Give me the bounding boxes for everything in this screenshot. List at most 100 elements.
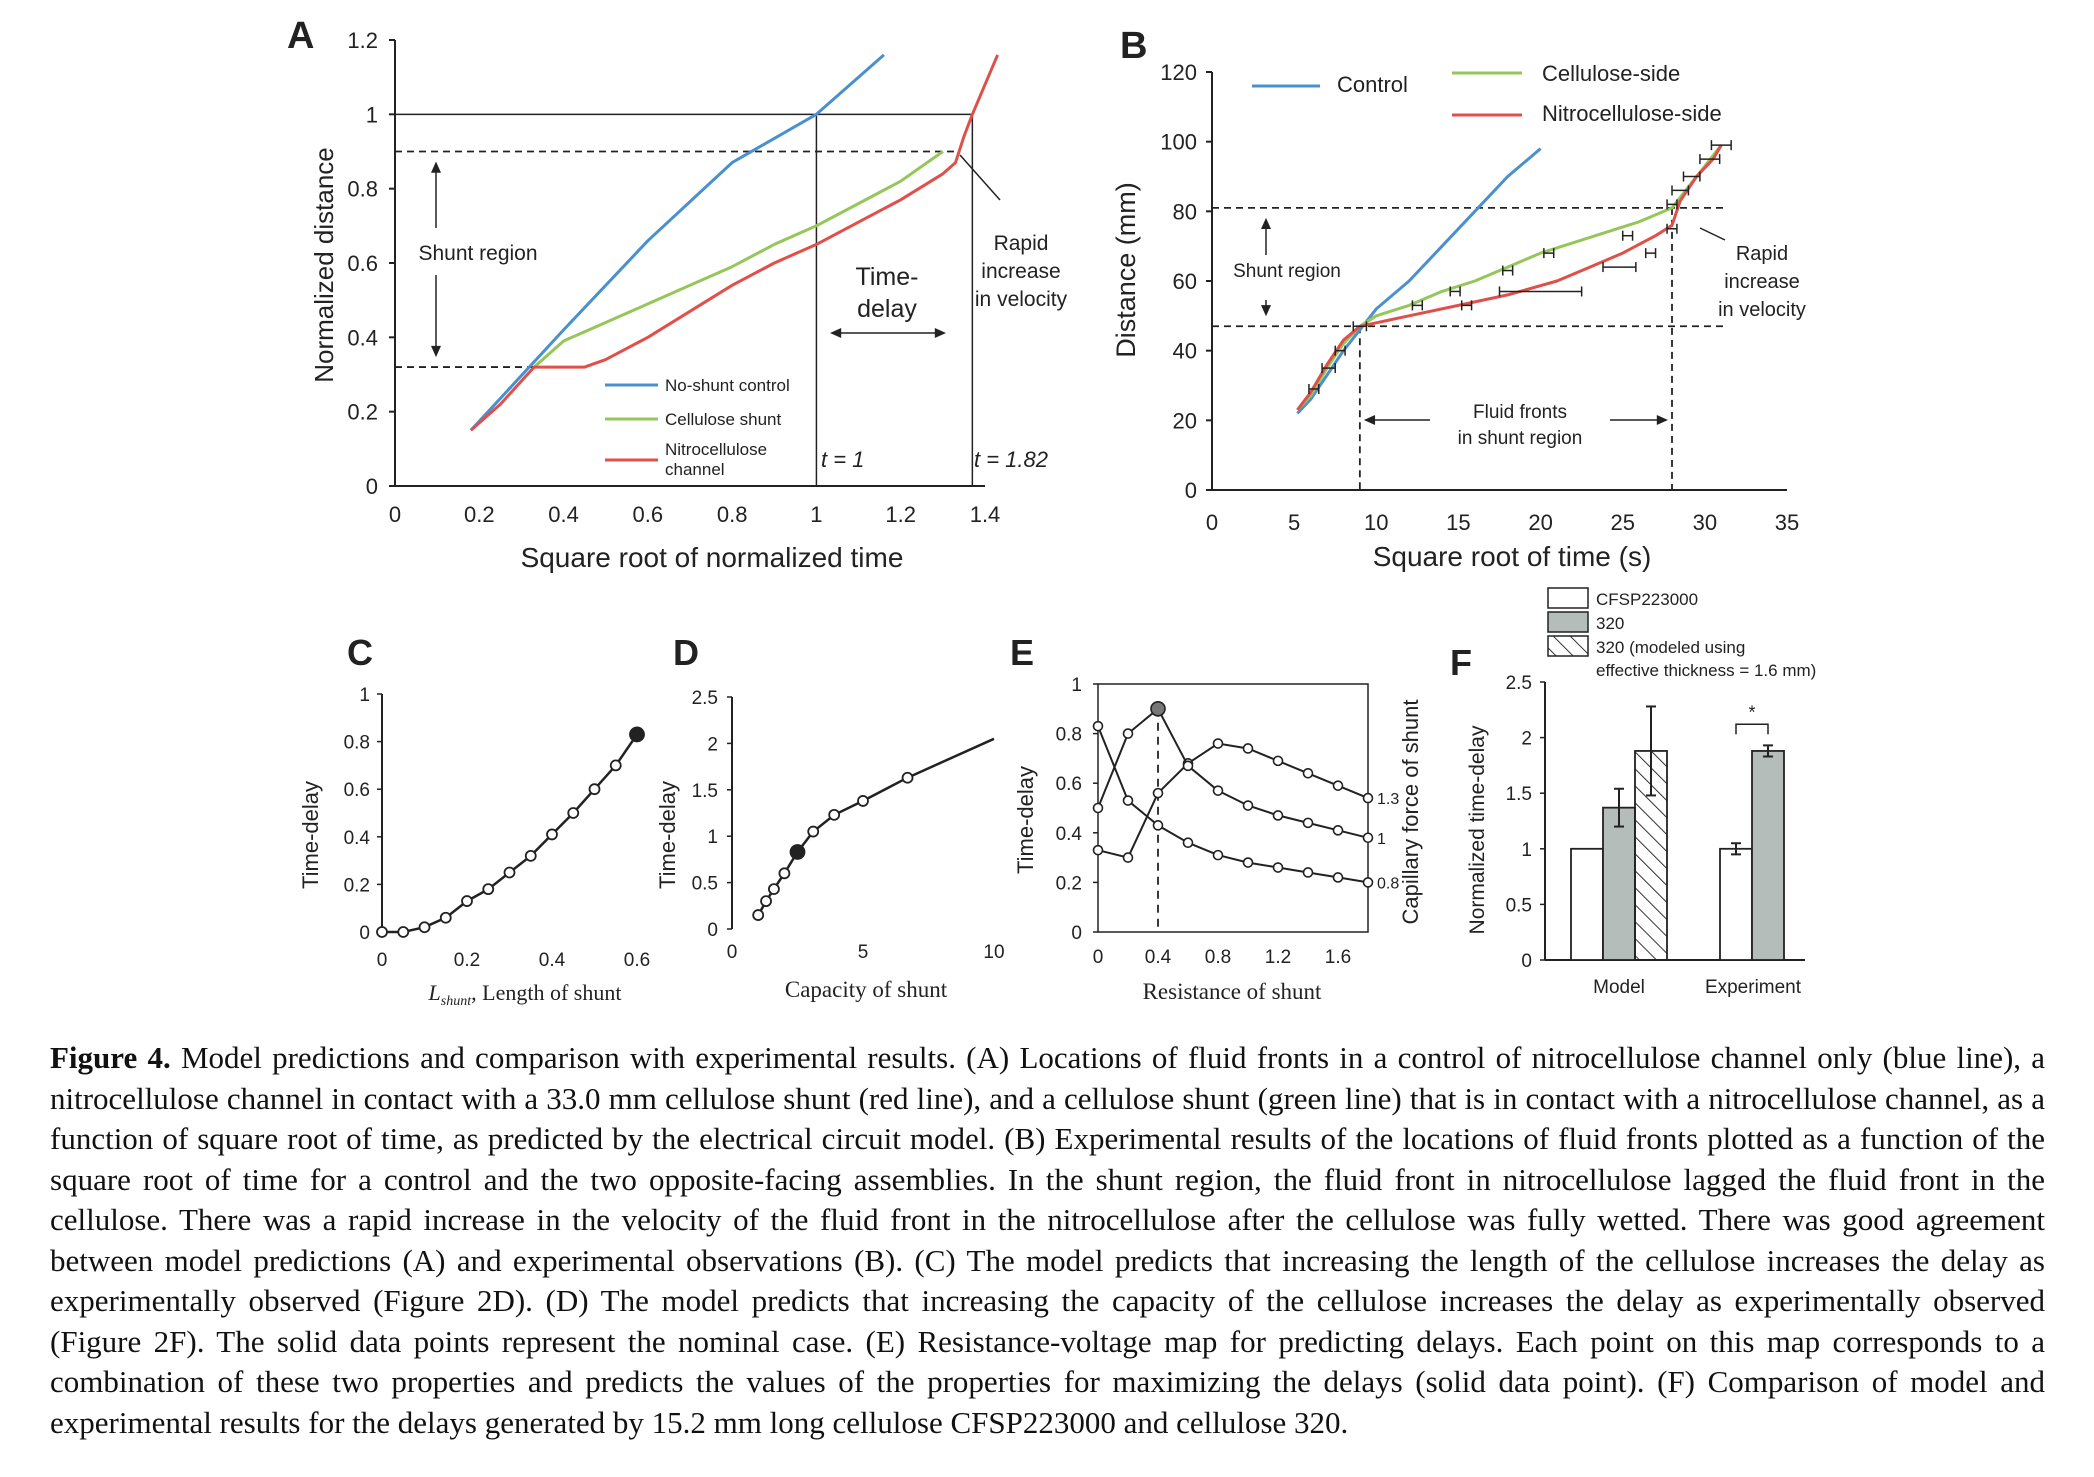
- panel-a-t1-label: t = 1: [821, 447, 864, 472]
- panel-e-chart: 0 0.2 0.4 0.6 0.8 1 0 0.4 0.8 1.2 1.6 1.3 1 0.8 Time…: [1013, 675, 1423, 1004]
- panel-e-point: [1272, 862, 1284, 873]
- panel-b-ytick-label: 40: [1173, 339, 1197, 364]
- panel-e-series-label: 1: [1377, 831, 1386, 848]
- panel-letter-e: E: [1010, 632, 1034, 673]
- panel-c-point: [609, 759, 622, 772]
- panel-b-ytick-label: 80: [1173, 199, 1197, 224]
- legend-f-320: 320: [1596, 614, 1624, 633]
- legend-f-swatch-320-modeled: [1547, 635, 1589, 657]
- panel-e-point: [1272, 810, 1284, 821]
- panel-a-series-1: [533, 150, 944, 369]
- panel-b-xtick-label: 35: [1775, 510, 1799, 535]
- panel-d-ylabel: Time-delay: [655, 781, 680, 889]
- panel-d-ytick-label: 2.5: [692, 688, 718, 709]
- panel-a-xtick-label: 0.2: [464, 502, 495, 527]
- panel-a-rapid-label-line: Rapid: [994, 232, 1049, 255]
- panel-d-xtick-label: 0: [727, 942, 738, 963]
- panel-a-xtick-label: 1: [810, 502, 822, 527]
- panel-a-shunt-label: Shunt region: [418, 242, 537, 265]
- panel-f-ytick-label: 2: [1521, 729, 1532, 750]
- panel-c-point: [439, 911, 452, 924]
- panel-c-point: [461, 895, 473, 907]
- panel-a-series-2: [469, 54, 999, 432]
- panel-b-fronts-label: Fluid fronts in shunt region: [1458, 402, 1583, 449]
- panel-e-point: [1362, 832, 1374, 844]
- figure-canvas: A B C D E F 0 0.2 0.4 0.6 0.8 1 1.2 0 0.2 0.4 0.6…: [287, 15, 1816, 1009]
- panel-b-fronts-arrowhead-left: [1363, 415, 1376, 425]
- panel-e-point: [1362, 877, 1374, 888]
- panel-f-bar: [1602, 806, 1636, 961]
- panel-c-ytick-label: 0: [359, 923, 370, 944]
- panel-e-point: [1332, 872, 1344, 883]
- panel-e-point: [1152, 787, 1164, 799]
- panel-c-point: [418, 921, 431, 934]
- panel-e-point: [1272, 755, 1284, 767]
- panel-d-ytick-label: 2: [707, 734, 718, 755]
- panel-a-xtick-label: 0.8: [717, 502, 748, 527]
- panel-e-point: [1242, 857, 1254, 868]
- panel-e-ytick-label: 0.4: [1056, 824, 1083, 845]
- panel-d-ytick-label: 1.5: [692, 781, 718, 802]
- panel-e-point: [1092, 844, 1104, 856]
- panel-b-rapid-label-line: in velocity: [1718, 299, 1806, 321]
- panel-a-xtick-label: 0: [389, 502, 401, 527]
- panel-b-ytick-label: 100: [1160, 130, 1197, 155]
- panel-a-rapid-label: Rapid increase in velocity: [975, 232, 1068, 311]
- panel-f-ylabel: Normalized time-delay: [1466, 725, 1489, 934]
- panel-f-significance: *: [1748, 702, 1755, 722]
- panel-e-point: [1332, 825, 1344, 836]
- panel-e-point: [1122, 728, 1134, 739]
- panel-c-point: [482, 883, 495, 896]
- panel-c-xlabel-var: L: [428, 980, 441, 1005]
- legend-a-nitro-line: Nitrocellulose: [665, 440, 767, 459]
- panel-b-xtick-label: 0: [1206, 510, 1218, 535]
- panel-letter-f: F: [1450, 642, 1472, 683]
- legend-f-swatch-320: [1547, 611, 1589, 633]
- panel-a-delay-arrowhead-left: [830, 328, 842, 338]
- panel-b-xtick-label: 5: [1288, 510, 1300, 535]
- panel-a-ytick-label: 0.4: [347, 325, 378, 350]
- panel-b-rapid-label-line: increase: [1724, 271, 1800, 293]
- panel-d-point: [778, 867, 791, 880]
- panel-b-xlabel: Square root of time (s): [1373, 541, 1652, 572]
- panel-a-ytick-label: 1.2: [347, 28, 378, 53]
- legend-a-control: No-shunt control: [665, 376, 790, 395]
- panel-f-significance-bracket: [1735, 723, 1769, 735]
- panel-d-line: [757, 737, 995, 916]
- panel-f-bar: [1751, 750, 1785, 961]
- panel-e-point: [1302, 767, 1314, 779]
- panel-b-ytick-label: 0: [1185, 478, 1197, 503]
- legend-a-cellulose: Cellulose shunt: [665, 410, 782, 429]
- panel-f-cat-model: Model: [1593, 977, 1645, 998]
- panel-c-ytick-label: 0.4: [344, 828, 371, 849]
- panel-e-series-1: [1097, 707, 1369, 839]
- panel-c-xtick-label: 0: [377, 950, 388, 971]
- panel-e-point: [1332, 780, 1344, 791]
- panel-a-ytick-label: 0.6: [347, 251, 378, 276]
- panel-e-point: [1212, 738, 1224, 749]
- panel-c-line: [382, 733, 639, 934]
- panel-a-rapid-label-line: in velocity: [975, 288, 1068, 311]
- panel-d-point: [768, 883, 780, 895]
- panel-e-xtick-label: 1.6: [1325, 947, 1351, 968]
- panel-b-ylabel: Distance (mm): [1111, 182, 1141, 358]
- legend-f-cfsp: CFSP223000: [1596, 590, 1698, 609]
- panel-e-series-label: 0.8: [1377, 875, 1399, 892]
- panel-a-ytick-label: 0.2: [347, 400, 378, 425]
- panel-b-series-0: [1296, 147, 1542, 415]
- panel-c-chart: 0 0.2 0.4 0.6 0.8 1 0 0.2 0.4 0.6 Time-delay Lshu…: [298, 685, 650, 1009]
- panel-b-shunt-arrowhead-down: [1261, 305, 1271, 317]
- panel-e-series-2: [1097, 725, 1369, 884]
- panel-d-point: [828, 808, 841, 821]
- legend-f-320-modeled: 320 (modeled using: [1596, 638, 1745, 657]
- panel-e-ylabel: Time-delay: [1013, 766, 1038, 874]
- panel-c-point: [376, 926, 388, 938]
- panel-d-point: [857, 795, 869, 807]
- legend-b-cellulose: Cellulose-side: [1542, 61, 1680, 86]
- panel-d-point: [789, 844, 806, 860]
- panel-a-ytick-label: 1: [366, 102, 378, 127]
- panel-b-shunt-label: Shunt region: [1233, 261, 1341, 282]
- legend-b-control: Control: [1337, 72, 1408, 97]
- panel-d-chart: 0 0.5 1 1.5 2 2.5 0 5 10 Time-delay Capacity of …: [655, 688, 1005, 1002]
- panel-e-xtick-label: 0: [1093, 947, 1104, 968]
